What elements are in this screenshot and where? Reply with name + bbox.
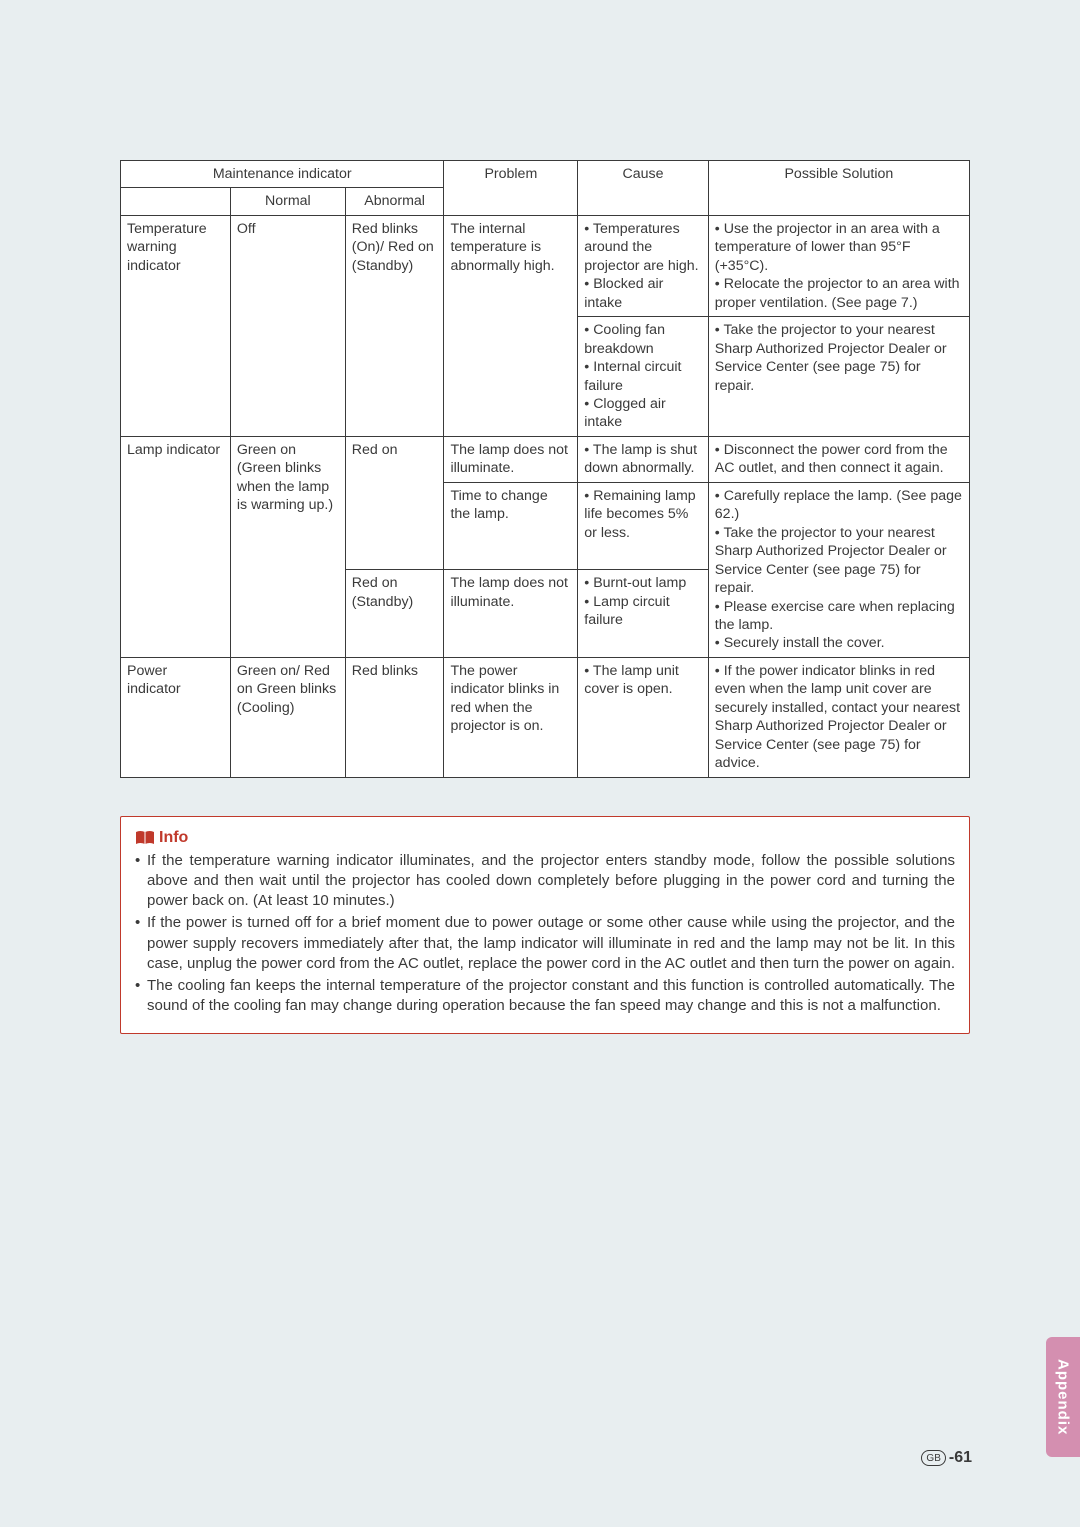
temp-cause1: Temperatures around the projector are hi… <box>578 215 709 316</box>
lamp-abnormal1: Red on <box>345 436 444 569</box>
book-icon <box>135 830 155 846</box>
power-cause: The lamp unit cover is open. <box>578 657 709 777</box>
lamp-cause2: Remaining lamp life becomes 5% or less. <box>578 482 709 570</box>
temp-indicator-name: Temperature warning indicator <box>121 215 231 436</box>
lamp-problem3: The lamp does not illuminate. <box>444 570 578 658</box>
header-solution: Possible Solution <box>708 161 969 216</box>
info-title: Info <box>135 829 955 847</box>
lamp-normal: Green on (Green blinks when the lamp is … <box>230 436 345 657</box>
temp-sol1: Use the projector in an area with a temp… <box>708 215 969 316</box>
power-sol: If the power indicator blinks in red eve… <box>708 657 969 777</box>
lamp-problem1: The lamp does not illuminate. <box>444 436 578 482</box>
info-list: If the temperature warning indicator ill… <box>135 851 955 1017</box>
maintenance-table: Maintenance indicator Problem Cause Poss… <box>120 160 970 778</box>
header-maint: Maintenance indicator <box>121 161 444 188</box>
info-item: If the temperature warning indicator ill… <box>135 851 955 912</box>
power-abnormal: Red blinks <box>345 657 444 777</box>
temp-sol2: Take the projector to your nearest Sharp… <box>708 317 969 437</box>
gb-badge: GB <box>921 1450 945 1466</box>
lamp-cause1: The lamp is shut down abnormally. <box>578 436 709 482</box>
temp-problem: The internal temperature is abnormally h… <box>444 215 578 436</box>
lamp-cause3: Burnt-out lamp Lamp circuit failure <box>578 570 709 658</box>
power-normal: Green on/ Red on Green blinks (Cooling) <box>230 657 345 777</box>
lamp-problem2: Time to change the lamp. <box>444 482 578 570</box>
info-box: Info If the temperature warning indicato… <box>120 816 970 1034</box>
header-problem: Problem <box>444 161 578 216</box>
header-abnormal: Abnormal <box>345 188 444 215</box>
power-problem: The power indicator blinks in red when t… <box>444 657 578 777</box>
header-cause: Cause <box>578 161 709 216</box>
lamp-sol-merged: Carefully replace the lamp. (See page 62… <box>708 482 969 657</box>
lamp-abnormal2: Red on (Standby) <box>345 570 444 658</box>
info-item: If the power is turned off for a brief m… <box>135 913 955 974</box>
temp-cause2: Cooling fan breakdown Internal circuit f… <box>578 317 709 437</box>
page-number: GB -61 <box>921 1449 972 1467</box>
power-indicator-name: Power indicator <box>121 657 231 777</box>
temp-abnormal: Red blinks (On)/ Red on (Standby) <box>345 215 444 436</box>
lamp-sol1: Disconnect the power cord from the AC ou… <box>708 436 969 482</box>
lamp-indicator-name: Lamp indicator <box>121 436 231 657</box>
temp-normal: Off <box>230 215 345 436</box>
header-normal: Normal <box>230 188 345 215</box>
appendix-tab: Appendix <box>1046 1337 1080 1457</box>
info-item: The cooling fan keeps the internal tempe… <box>135 976 955 1017</box>
